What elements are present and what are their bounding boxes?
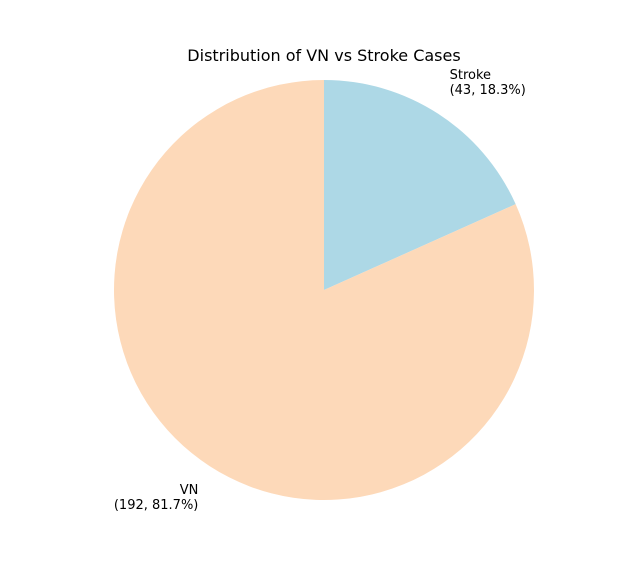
pie-slice-stroke: [324, 80, 516, 290]
pie-slice-vn: [113, 80, 534, 500]
pie-slices: [113, 80, 534, 500]
slice-label-value: (43, 18.3%): [450, 83, 526, 98]
pie-labels: Stroke (43, 18.3%) VN (192, 81.7%): [114, 68, 526, 513]
slice-label-value: (192, 81.7%): [114, 498, 199, 513]
slice-label-stroke: Stroke (43, 18.3%): [450, 68, 526, 98]
slice-label-vn: VN (192, 81.7%): [114, 483, 199, 513]
slice-label-name: VN: [180, 483, 199, 498]
chart-title: Distribution of VN vs Stroke Cases: [187, 46, 460, 65]
slice-label-name: Stroke: [450, 68, 491, 83]
